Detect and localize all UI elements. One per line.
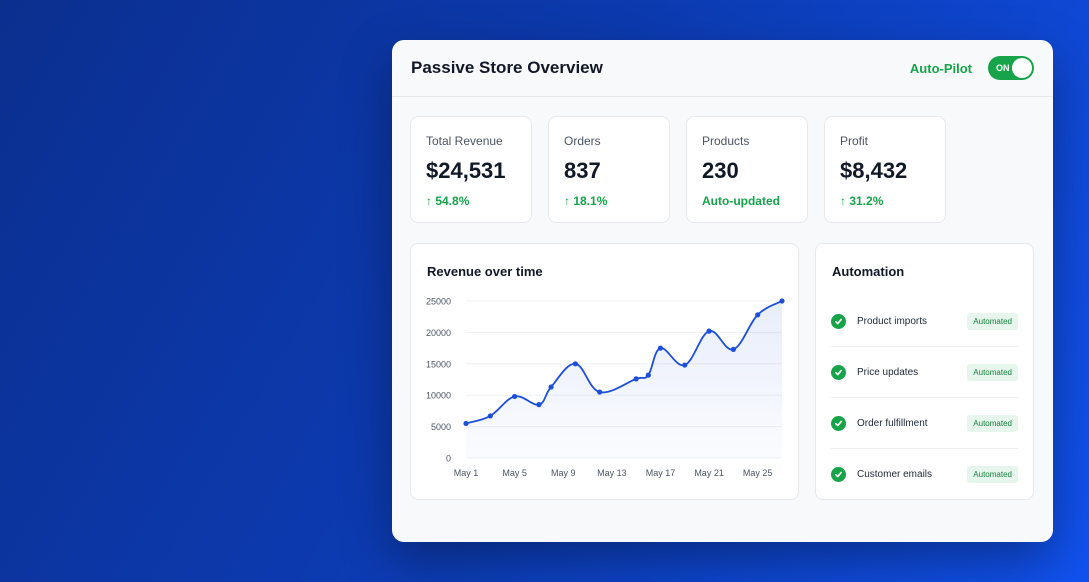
automation-item-price-updates: Price updates Automated (831, 347, 1018, 398)
autopilot-control: Auto-Pilot ON (910, 56, 1034, 80)
chart-data-point (706, 328, 712, 334)
panel-header: Passive Store Overview Auto-Pilot ON (392, 40, 1053, 97)
page-title: Passive Store Overview (411, 58, 603, 77)
x-tick-label: May 21 (694, 468, 724, 478)
stat-label: Products (702, 134, 750, 148)
status-badge: Automated (967, 466, 1018, 483)
x-tick-label: May 5 (502, 468, 527, 478)
y-tick-label: 0 (446, 454, 451, 464)
check-circle-icon (831, 467, 846, 482)
chart-data-point (597, 389, 603, 395)
chart-data-point (463, 420, 469, 427)
automation-item-label: Product imports (857, 315, 928, 327)
chart-data-point (487, 413, 493, 419)
chart-area-fill (466, 301, 782, 458)
chart-title: Revenue over time (427, 264, 543, 279)
chart-data-point (633, 376, 639, 382)
stat-card-orders: Orders 837 ↑ 18.1% (548, 116, 670, 223)
chart-data-point (779, 298, 785, 304)
chart-data-point (512, 393, 518, 400)
stats-row: Total Revenue $24,531 ↑ 54.8% Orders 837… (410, 116, 946, 223)
stat-change: ↑ 54.8% (426, 194, 470, 208)
stat-card-profit: Profit $8,432 ↑ 31.2% (824, 116, 946, 223)
automation-item-label: Customer emails (857, 469, 933, 480)
y-tick-label: 25000 (426, 297, 451, 307)
revenue-chart: 0 5000 10000 15000 20000 25000 May 1 May 5 May … (426, 297, 785, 478)
chart-data-point (645, 372, 651, 378)
stat-card-total-revenue: Total Revenue $24,531 ↑ 54.8% (410, 116, 532, 223)
x-tick-label: May 17 (646, 468, 676, 478)
store-overview-panel: Passive Store Overview Auto-Pilot ON Tot… (392, 40, 1053, 542)
automation-item-product-imports: Product imports Automated (831, 296, 1018, 347)
autopilot-label: Auto-Pilot (909, 60, 972, 76)
chart-data-point (755, 312, 761, 318)
status-badge: Automated (967, 414, 1018, 432)
stat-label: Total Revenue (426, 134, 503, 148)
stat-value: $8,432 (840, 158, 908, 183)
x-tick-label: May 1 (454, 468, 479, 478)
x-tick-label: May 13 (597, 468, 627, 478)
toggle-label: ON (996, 63, 1010, 73)
stat-value: 837 (564, 158, 601, 183)
chart-data-point (682, 362, 688, 368)
stat-label: Profit (840, 134, 869, 148)
stat-value: 230 (702, 158, 739, 183)
automation-item-order-fulfillment: Order fulfillment Automated (831, 398, 1018, 449)
automation-title: Automation (832, 264, 905, 279)
chart-data-point (730, 346, 736, 352)
y-tick-label: 10000 (426, 391, 451, 401)
revenue-chart-card: Revenue over time 0 5000 10000 15000 20000 25… (410, 243, 799, 500)
check-circle-icon (831, 313, 846, 329)
stat-label: Orders (564, 134, 601, 148)
x-tick-label: May 25 (743, 468, 773, 478)
chart-data-point (657, 345, 664, 351)
stat-change: Auto-updated (702, 194, 780, 208)
chart-data-point (548, 384, 554, 390)
y-tick-label: 20000 (426, 328, 451, 338)
check-circle-icon (831, 415, 846, 431)
y-tick-label: 5000 (431, 422, 451, 432)
automation-list: Product imports Automated Price updates … (831, 296, 1018, 500)
x-tick-label: May 9 (551, 468, 576, 478)
automation-card: Automation Product imports Automated Pri… (815, 243, 1034, 500)
status-badge: Automated (967, 363, 1018, 381)
stat-value: $24,531 (426, 158, 506, 183)
automation-item-customer-emails: Customer emails Automated (831, 449, 1018, 500)
status-badge: Automated (967, 312, 1018, 330)
y-tick-label: 15000 (426, 359, 451, 369)
automation-item-label: Order fulfillment (857, 417, 928, 429)
chart-data-point (572, 361, 578, 367)
stat-card-products: Products 230 Auto-updated (686, 116, 808, 223)
stat-change: ↑ 18.1% (564, 194, 608, 208)
chart-data-point (536, 402, 542, 408)
toggle-knob (1012, 58, 1032, 78)
automation-item-label: Price updates (857, 366, 919, 378)
check-circle-icon (831, 364, 846, 380)
autopilot-toggle[interactable]: ON (988, 56, 1034, 80)
stat-change: ↑ 31.2% (840, 194, 884, 208)
